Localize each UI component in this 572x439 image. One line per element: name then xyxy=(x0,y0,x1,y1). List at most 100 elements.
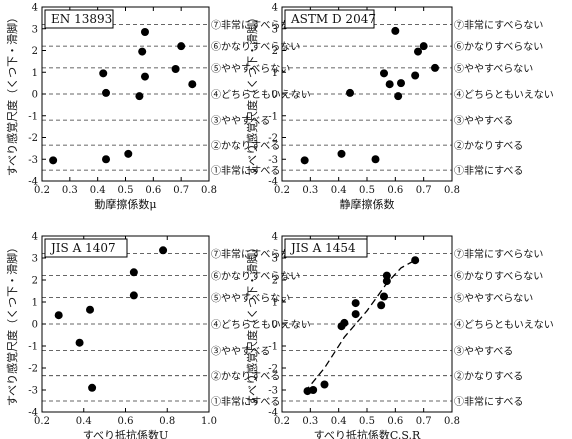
scale-label: ③ややすべる xyxy=(211,345,270,357)
data-point xyxy=(171,64,180,73)
y-tick-label: 4 xyxy=(272,3,278,14)
y-tick-label: -4 xyxy=(268,177,278,188)
x-tick-label: 0.2 xyxy=(274,416,290,427)
data-point xyxy=(340,318,349,327)
scale-label: ⑦非常にすべらない xyxy=(454,248,543,261)
standard-label: ASTM D 2047 xyxy=(290,12,376,26)
standard-label: JIS A 1454 xyxy=(289,241,356,255)
x-tick-label: 1.0 xyxy=(201,416,217,427)
scale-label: ①非常にすべる xyxy=(211,164,280,177)
y-tick-label: -4 xyxy=(268,408,278,419)
standard-label: EN 13893 xyxy=(51,12,112,26)
scale-label: ②かなりすべる xyxy=(454,140,523,152)
scale-label: ⑥かなりすべらない xyxy=(454,41,543,53)
data-point xyxy=(124,149,133,158)
x-tick-label: 0.6 xyxy=(145,185,161,196)
scale-label: ③ややすべる xyxy=(454,345,513,357)
scale-label: ⑤ややすべらない xyxy=(211,293,290,305)
y-tick-label: 1 xyxy=(272,68,278,79)
scale-label: ②かなりすべる xyxy=(211,140,280,152)
standard-box xyxy=(284,238,368,258)
y-tick-label: -3 xyxy=(28,386,38,397)
data-point xyxy=(86,305,95,314)
data-point xyxy=(102,88,111,97)
data-point xyxy=(382,271,391,280)
data-point xyxy=(431,63,439,72)
x-tick-label: 0.7 xyxy=(416,185,432,196)
y-tick-label: 0 xyxy=(272,90,278,101)
data-point xyxy=(129,268,138,277)
y-axis-label: すべり感覚尺度（くつ下・滑脚） xyxy=(5,242,19,406)
data-point xyxy=(391,26,400,35)
scale-label: ③ややすべる xyxy=(211,115,270,127)
x-tick-label: 0.6 xyxy=(118,416,134,427)
data-point xyxy=(54,311,63,320)
x-tick-label: 0.5 xyxy=(359,185,375,196)
y-tick-label: 3 xyxy=(32,254,38,265)
y-tick-label: 1 xyxy=(32,68,38,79)
x-tick-label: 0.7 xyxy=(173,185,189,196)
scale-label: ④どちらともいえない xyxy=(454,89,554,101)
data-point xyxy=(135,92,144,101)
y-tick-label: -2 xyxy=(268,364,278,375)
x-tick-label: 0.6 xyxy=(387,185,403,196)
y-tick-label: 2 xyxy=(32,46,38,57)
data-point xyxy=(346,88,354,97)
y-tick-label: -3 xyxy=(268,155,278,166)
scale-label: ⑤ややすべらない xyxy=(454,293,533,305)
x-axis-label: 動摩擦係数μ xyxy=(94,197,156,211)
data-point xyxy=(159,246,168,255)
scale-label: ①非常にすべる xyxy=(211,395,280,408)
data-point xyxy=(49,156,58,165)
scale-label: ④どちらともいえない xyxy=(211,319,311,331)
y-tick-label: -1 xyxy=(268,342,278,353)
data-point xyxy=(411,256,420,265)
fit-curve xyxy=(304,259,416,393)
y-tick-label: -2 xyxy=(268,133,278,144)
x-tick-label: 0.2 xyxy=(274,185,290,196)
x-tick-label: 0.7 xyxy=(416,416,432,427)
data-point xyxy=(380,292,388,301)
data-point xyxy=(140,72,149,81)
y-tick-label: -1 xyxy=(28,342,38,353)
y-tick-label: 3 xyxy=(32,24,38,35)
standard-box xyxy=(44,9,114,29)
y-tick-label: 0 xyxy=(32,90,38,101)
scale-label: ⑤ややすべらない xyxy=(454,63,533,75)
y-tick-label: -1 xyxy=(28,111,38,122)
data-point xyxy=(411,71,420,80)
data-point xyxy=(309,386,318,394)
data-point xyxy=(300,156,309,165)
y-tick-label: 4 xyxy=(32,3,38,14)
standard-box xyxy=(44,238,128,258)
data-point xyxy=(380,69,388,78)
data-point xyxy=(75,338,84,347)
x-tick-label: 0.5 xyxy=(118,185,134,196)
y-axis-label: すべり感覚尺度（くつ下・滑脚） xyxy=(245,242,259,406)
scale-label: ③ややすべる xyxy=(454,115,513,127)
panel-1: 0.2 0.3 0.4 0.5 0.6 0.7 0.8 -4 -3 -2 -1 0 1 2 3 4 動摩擦係数μ… xyxy=(5,3,311,212)
y-tick-label: -2 xyxy=(28,364,38,375)
x-tick-label: 0.3 xyxy=(302,416,318,427)
x-tick-label: 0.3 xyxy=(62,185,78,196)
scale-label: ②かなりすべる xyxy=(211,371,280,383)
x-tick-label: 0.8 xyxy=(159,416,175,427)
y-axis-label: すべり感覚尺度（くつ下・滑脚） xyxy=(5,12,19,176)
panel-2: 0.2 0.3 0.4 0.5 0.6 0.7 0.8 -4 -3 -2 -1 0 1 2 3 4 静摩擦係数 す… xyxy=(245,3,554,212)
standard-box xyxy=(284,9,375,29)
y-axis-label: すべり感覚尺度（くつ下・滑脚） xyxy=(245,12,259,176)
scale-label: ⑤ややすべらない xyxy=(211,63,290,75)
y-tick-label: 2 xyxy=(32,276,38,287)
x-tick-label: 0.8 xyxy=(201,185,217,196)
data-point xyxy=(138,47,147,56)
x-tick-label: 0.5 xyxy=(359,416,375,427)
y-tick-label: 2 xyxy=(272,276,278,287)
x-tick-label: 0.3 xyxy=(302,185,318,196)
data-point xyxy=(102,155,111,164)
data-point xyxy=(351,310,360,319)
y-tick-label: 4 xyxy=(32,232,38,243)
data-point xyxy=(320,380,329,389)
y-tick-label: -3 xyxy=(268,386,278,397)
scale-label: ⑦非常にすべらない xyxy=(211,248,300,261)
